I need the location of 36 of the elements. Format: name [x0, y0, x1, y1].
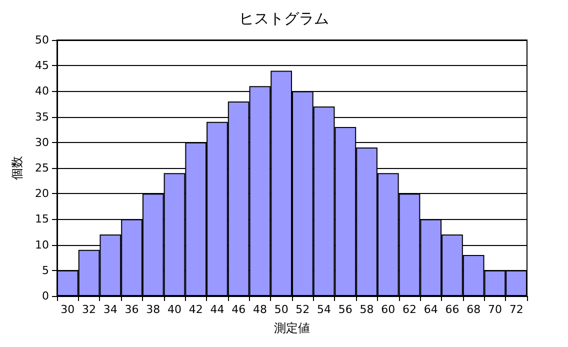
- x-tick-label: 68: [466, 303, 481, 316]
- x-axis-title: 測定値: [274, 321, 310, 335]
- x-tick-label: 66: [445, 303, 460, 316]
- x-tick-label: 30: [60, 303, 75, 316]
- y-tick-label: 35: [35, 110, 49, 124]
- x-tick-label: 32: [82, 303, 96, 316]
- y-tick-label: 30: [35, 136, 49, 149]
- y-tick-label: 20: [35, 187, 49, 200]
- chart-title: ヒストグラム: [239, 10, 329, 28]
- x-tick-label: 48: [252, 303, 267, 316]
- x-tick-label: 40: [168, 303, 182, 316]
- y-tick-label: 50: [35, 34, 49, 46]
- x-tick-label: 62: [402, 303, 416, 316]
- x-tick-label: 50: [274, 303, 288, 316]
- x-tick-label: 58: [360, 303, 374, 316]
- y-tick-label: 40: [35, 84, 49, 98]
- x-tick-label: 44: [210, 303, 224, 316]
- y-tick-label: 0: [42, 290, 49, 302]
- x-tick-label: 36: [124, 303, 139, 316]
- x-tick-label: 56: [338, 303, 352, 316]
- x-tick-label: 72: [509, 303, 524, 316]
- y-tick-label: 10: [35, 238, 49, 252]
- y-axis-title: 個数: [10, 156, 24, 180]
- x-tick-label: 64: [424, 303, 438, 316]
- x-tick-label: 54: [317, 303, 332, 316]
- x-tick-label: 38: [146, 303, 160, 316]
- x-tick-label: 34: [103, 303, 118, 316]
- x-tick-label: 52: [296, 303, 310, 316]
- x-tick-label: 70: [488, 303, 502, 316]
- x-tick-label: 46: [232, 303, 246, 316]
- y-tick-label: 45: [35, 59, 49, 72]
- x-tick-label: 60: [381, 303, 396, 316]
- y-tick-label: 25: [35, 162, 49, 174]
- x-tick-label: 42: [188, 303, 203, 316]
- y-tick-label: 5: [42, 264, 49, 277]
- y-tick-label: 15: [35, 212, 49, 226]
